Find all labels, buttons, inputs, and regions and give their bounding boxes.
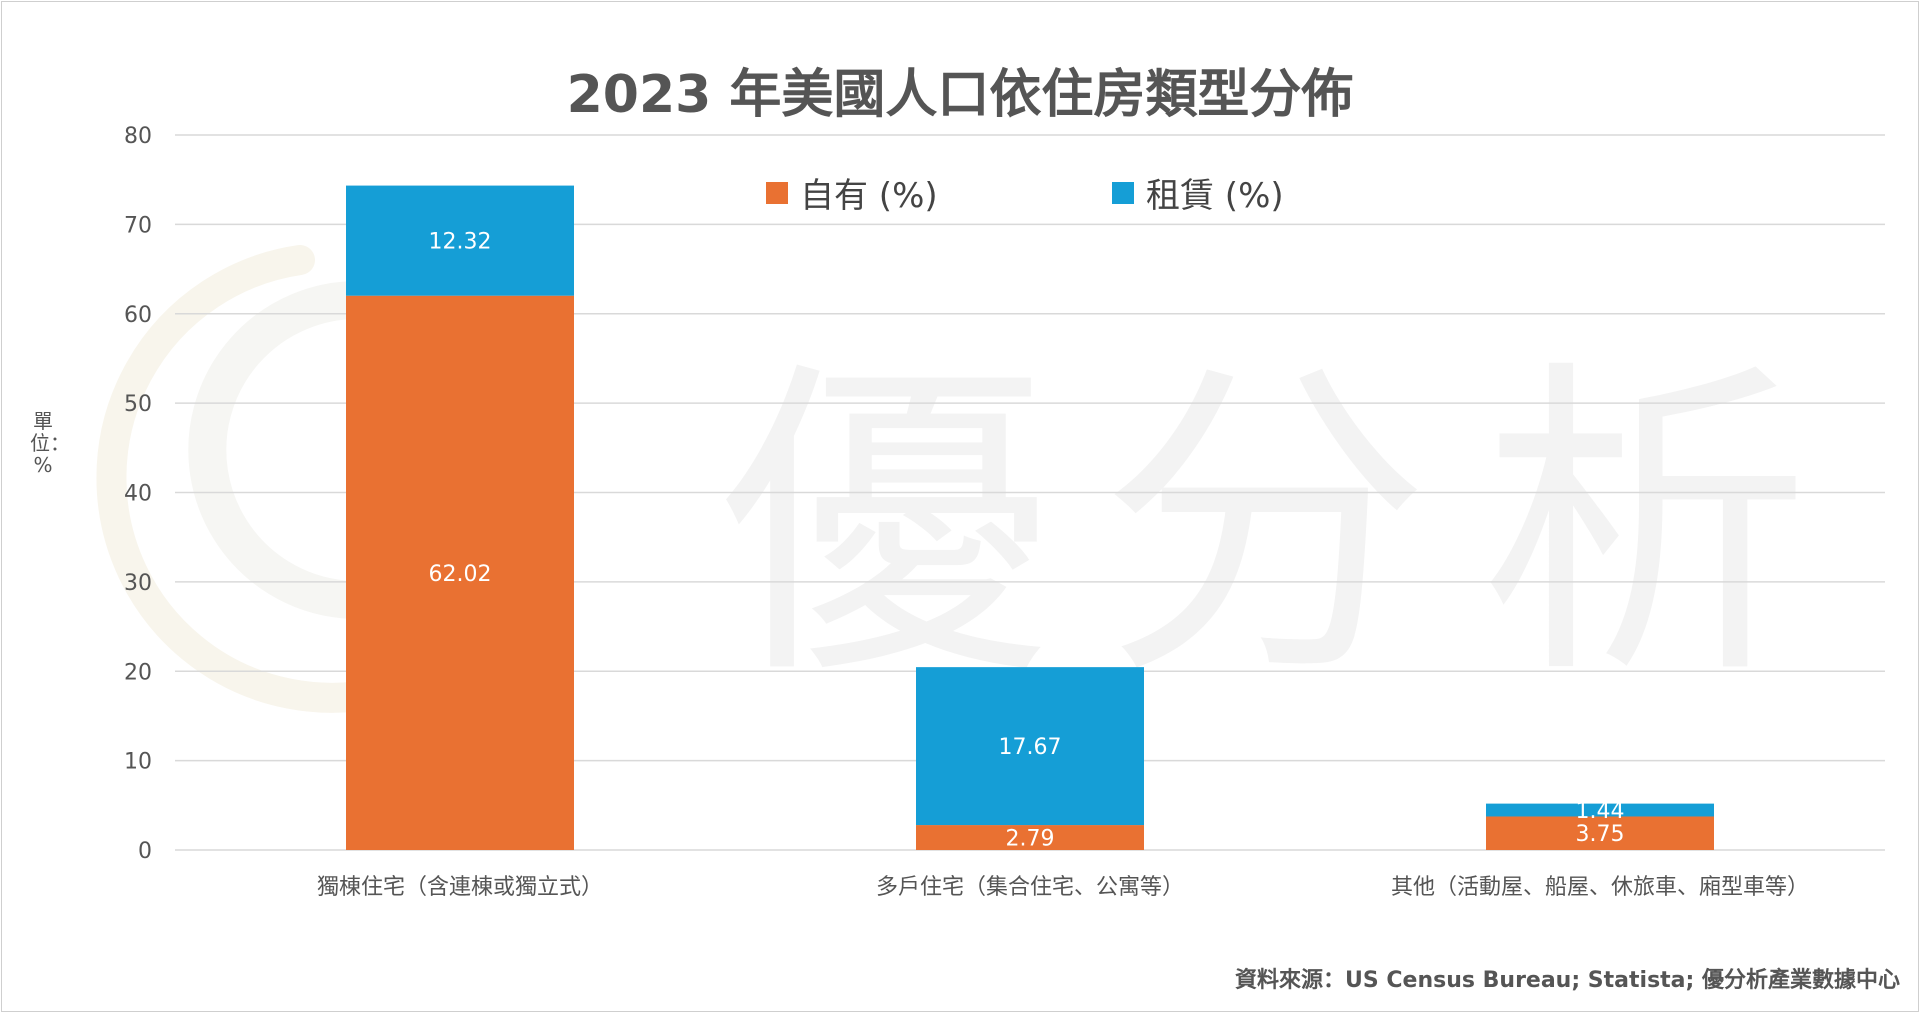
data-label: 12.32 <box>429 230 492 255</box>
x-tick-label: 多戶住宅（集合住宅、公寓等） <box>876 875 1184 900</box>
data-label: 2.79 <box>1006 827 1055 852</box>
x-tick-label: 其他（活動屋、船屋、休旅車、廂型車等） <box>1391 875 1809 900</box>
bar-segment <box>1486 816 1714 850</box>
x-tick-label: 獨棟住宅（含連棟或獨立式） <box>317 875 603 900</box>
y-tick-label: 30 <box>124 571 152 596</box>
y-tick-label: 10 <box>124 750 152 775</box>
y-tick-label: 40 <box>124 482 152 507</box>
bar-segment <box>1486 803 1714 817</box>
chart-title: 2023 年美國人口依住房類型分佈 <box>566 65 1354 125</box>
legend-label-owned: 自有 (%) <box>800 176 938 216</box>
y-tick-label: 0 <box>138 839 152 864</box>
y-axis-label: 單位：% <box>30 409 70 477</box>
legend-label-rented: 租賃 (%) <box>1146 176 1284 216</box>
legend-swatch-rented <box>1112 181 1134 204</box>
data-label: 62.02 <box>429 562 492 587</box>
bar-segment <box>346 295 574 850</box>
bar-segment <box>916 825 1144 850</box>
legend-swatch-owned <box>766 181 788 204</box>
data-label: 3.75 <box>1576 822 1625 847</box>
y-tick-label: 50 <box>124 392 152 417</box>
bar-segment <box>346 185 574 296</box>
y-tick-label: 20 <box>124 660 152 685</box>
legend-item-owned: 自有 (%) <box>766 168 938 217</box>
legend-item-rented: 租賃 (%) <box>1112 168 1284 217</box>
y-tick-label: 80 <box>124 124 152 149</box>
bar-segment <box>916 667 1144 826</box>
data-label: 17.67 <box>999 735 1062 760</box>
y-tick-label: 60 <box>124 303 152 328</box>
y-tick-label: 70 <box>124 213 152 238</box>
data-label: 1.44 <box>1576 799 1625 824</box>
source-note: 資料來源：US Census Bureau; Statista; 優分析產業數據… <box>1235 968 1900 993</box>
